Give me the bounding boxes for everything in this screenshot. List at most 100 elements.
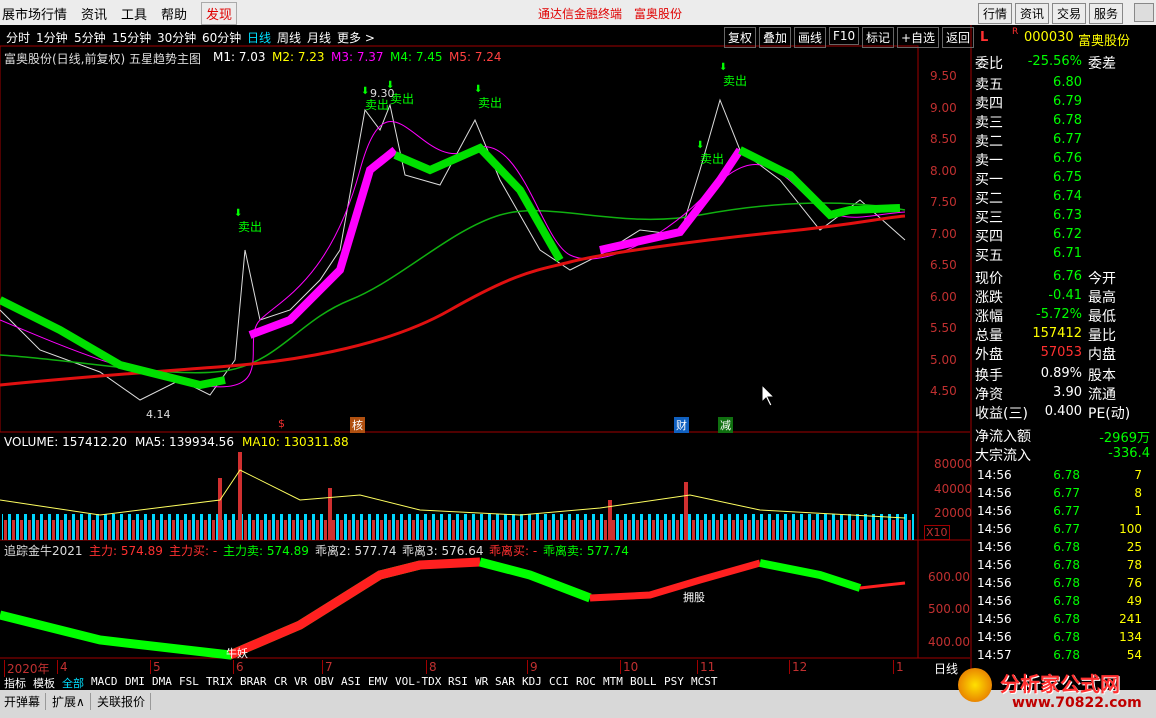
indicator-tab[interactable]: 全部 — [62, 677, 84, 690]
trade-volume: 134 — [1119, 630, 1142, 644]
high-label: 9.30 — [370, 87, 395, 100]
indicator-tab[interactable]: DMI — [125, 675, 145, 688]
mouse-cursor — [761, 383, 776, 407]
indicator-value: 乖离卖: 577.74 — [543, 544, 629, 558]
period-tab[interactable]: 60分钟 — [202, 31, 242, 45]
arrow-icon: ⬇ — [696, 140, 705, 151]
menu-item[interactable]: 展市场行情 — [2, 8, 68, 23]
status-button[interactable]: 扩展∧ — [52, 693, 91, 710]
trade-volume: 7 — [1134, 468, 1142, 482]
trend-ribbon — [599, 147, 744, 254]
indicator-tab[interactable]: 指标 — [4, 677, 26, 690]
indicator-tab[interactable]: KDJ — [522, 675, 542, 688]
stat-extra: PE(动) — [1088, 406, 1131, 422]
trade-volume: 1 — [1134, 504, 1142, 518]
trade-time: 14:56 — [977, 486, 1012, 500]
tool-button[interactable]: 画线 — [794, 27, 827, 48]
period-tab[interactable]: 周线 — [277, 31, 302, 45]
indicator-tab[interactable]: FSL — [179, 675, 199, 688]
menu-button[interactable]: 服务 — [1089, 3, 1124, 24]
date-label: 8 — [426, 660, 437, 674]
indicator-tab[interactable]: RSI — [448, 675, 468, 688]
quote-flag: L — [980, 30, 989, 45]
price-tick: 5.00 — [930, 352, 957, 367]
ma-line — [0, 202, 906, 374]
ma-line — [0, 214, 906, 387]
trade-price: 6.78 — [1053, 558, 1080, 572]
volume-tick: 40000 — [934, 482, 973, 496]
indicator-tab[interactable]: EMV — [368, 675, 388, 688]
indicator-tab[interactable]: ASI — [341, 675, 361, 688]
status-button[interactable]: 关联报价 — [97, 693, 152, 710]
tool-button[interactable]: 返回 — [942, 27, 975, 48]
stat-value: -5.72% — [1036, 307, 1082, 322]
indicator-tab[interactable]: CCI — [549, 675, 569, 688]
tool-button[interactable]: F10 — [829, 27, 860, 45]
date-label: 10 — [620, 660, 638, 674]
date-label: 5 — [150, 660, 161, 674]
indicator-value: M2: 7.23 — [272, 50, 325, 64]
volume-value: MA10: 130311.88 — [242, 435, 349, 449]
tool-button[interactable]: 复权 — [724, 27, 757, 48]
period-tab[interactable]: 更多 > — [337, 31, 375, 45]
stock-name: 富奥股份 — [1078, 34, 1131, 49]
ratio-extra: 委差 — [1088, 56, 1116, 72]
watermark-url: www.70822.com — [1012, 695, 1142, 711]
date-label: 11 — [697, 660, 715, 674]
indicator-tab[interactable]: 模板 — [33, 677, 55, 690]
status-button[interactable]: 开弹幕 — [4, 693, 47, 710]
menu-item[interactable]: 资讯 — [81, 8, 108, 23]
period-tab[interactable]: 日线 — [247, 31, 272, 45]
stat-extra: 流通 — [1088, 387, 1116, 403]
indicator-tab[interactable]: MTM — [603, 675, 623, 688]
book-price: 6.73 — [1053, 208, 1082, 223]
indicator-tab[interactable]: ROC — [576, 675, 596, 688]
indicator-ribbon — [0, 560, 422, 660]
stat-value: 0.89% — [1040, 366, 1082, 381]
menu-button[interactable]: 行情 — [978, 3, 1013, 24]
indicator-value: 主力卖: 574.89 — [223, 544, 309, 558]
menu-button[interactable]: 交易 — [1052, 3, 1087, 24]
book-label: 卖四 — [975, 96, 1003, 112]
price-tick: 4.50 — [930, 384, 957, 398]
indicator-tab[interactable]: DMA — [152, 675, 172, 688]
volume-tick: 20000 — [934, 506, 973, 520]
menu-item[interactable]: 帮助 — [161, 8, 188, 23]
book-price: 6.80 — [1053, 75, 1082, 90]
tool-button[interactable]: +自选 — [897, 27, 940, 48]
date-label: 6 — [233, 660, 244, 674]
period-tab[interactable]: 5分钟 — [74, 31, 106, 45]
indicator-tab[interactable]: BOLL — [630, 675, 657, 688]
indicator-tab[interactable]: BRAR — [240, 675, 267, 688]
menu-button[interactable]: 资讯 — [1015, 3, 1050, 24]
trade-time: 14:56 — [977, 468, 1012, 482]
period-tab[interactable]: 15分钟 — [112, 31, 152, 45]
tool-button[interactable]: 标记 — [862, 27, 895, 48]
window-close[interactable] — [1134, 3, 1154, 22]
indicator-tab[interactable]: VOL-TDX — [395, 675, 442, 688]
trade-price: 6.78 — [1053, 612, 1080, 626]
trade-volume: 76 — [1126, 576, 1142, 590]
menu-item[interactable]: 工具 — [121, 8, 148, 23]
book-price: 6.71 — [1053, 246, 1082, 261]
period-tab[interactable]: 1分钟 — [36, 31, 68, 45]
indicator-tab[interactable]: PSY — [664, 675, 684, 688]
period-tab[interactable]: 月线 — [307, 31, 332, 45]
indicator-tick: 400.00 — [928, 635, 970, 649]
indicator-tab[interactable]: TRIX — [206, 675, 233, 688]
title-text: 通达信金融终端 — [538, 7, 623, 21]
period-tab[interactable]: 分时 — [6, 31, 31, 45]
indicator-tab[interactable]: MACD — [91, 675, 118, 688]
indicator-tab[interactable]: OBV — [314, 675, 334, 688]
menu-item[interactable]: 发现 — [201, 2, 238, 25]
period-tab[interactable]: 30分钟 — [157, 31, 197, 45]
indicator-tab[interactable]: MCST — [691, 675, 718, 688]
indicator-tab[interactable]: CR — [274, 675, 288, 688]
indicator-tab[interactable]: VR — [294, 675, 308, 688]
indicator-tab[interactable]: WR — [475, 675, 489, 688]
trend-ribbon — [0, 296, 226, 390]
stat-label: 涨跌 — [975, 290, 1003, 306]
trade-time: 14:56 — [977, 504, 1012, 518]
indicator-tab[interactable]: SAR — [495, 675, 515, 688]
tool-button[interactable]: 叠加 — [759, 27, 792, 48]
